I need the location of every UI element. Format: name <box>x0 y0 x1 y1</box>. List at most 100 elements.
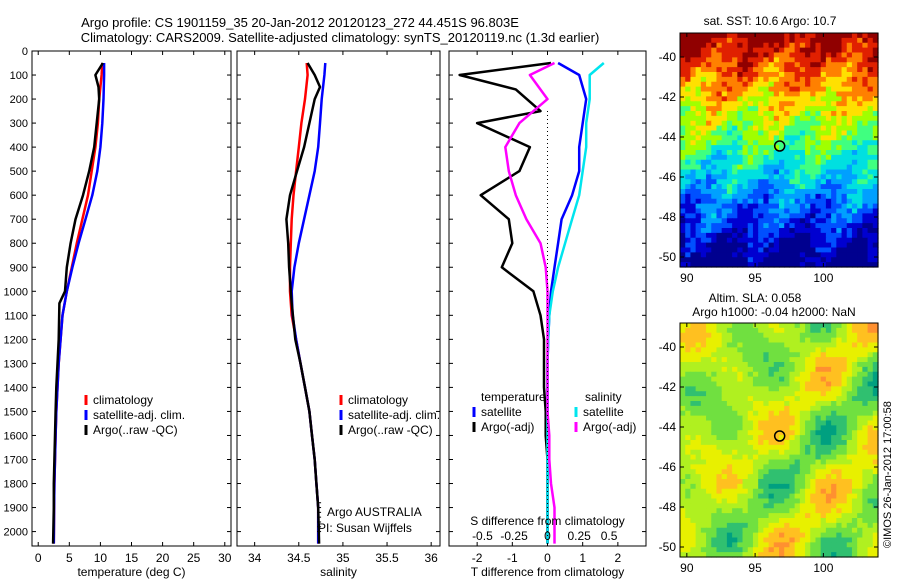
heatmap-cell <box>732 347 738 353</box>
heatmap-cell <box>758 430 764 436</box>
heatmap-cell <box>851 169 858 175</box>
heatmap-cell <box>680 425 686 431</box>
heatmap-cell <box>732 145 738 151</box>
heatmap-cell <box>836 101 843 107</box>
heatmap-cell <box>867 430 874 436</box>
heatmap-cell <box>805 488 811 495</box>
heatmap-cell <box>690 410 697 417</box>
heatmap-cell <box>831 527 837 534</box>
heatmap-cell <box>857 522 863 529</box>
heatmap-cell <box>773 184 780 190</box>
heatmap-cell <box>685 47 692 54</box>
heatmap-cell <box>716 464 723 470</box>
y-tick-label: -40 <box>659 50 677 64</box>
heatmap-cell <box>805 342 811 348</box>
heatmap-cell <box>768 347 775 353</box>
heatmap-cell <box>747 376 754 383</box>
heatmap-cell <box>690 203 697 210</box>
heatmap-cell <box>799 115 806 122</box>
heatmap-cell <box>706 513 712 519</box>
heatmap-cell <box>836 503 843 509</box>
heatmap-cell <box>820 37 827 44</box>
heatmap-cell <box>825 371 832 378</box>
heatmap-cell <box>695 366 702 373</box>
heatmap-cell <box>747 125 754 132</box>
heatmap-cell <box>799 337 806 344</box>
heatmap-cell <box>779 37 785 44</box>
heatmap-cell <box>752 357 759 363</box>
heatmap-cell <box>721 174 728 180</box>
heatmap-cell <box>857 145 863 151</box>
heatmap-cell <box>779 232 785 239</box>
heatmap-cell <box>685 198 692 205</box>
heatmap-cell <box>680 232 686 239</box>
heatmap-cell <box>857 120 863 127</box>
heatmap-cell <box>805 376 811 383</box>
heatmap-cell <box>700 237 707 244</box>
heatmap-cell <box>862 522 869 529</box>
heatmap-cell <box>711 342 718 348</box>
heatmap-cell <box>836 552 843 558</box>
heatmap-cell <box>747 91 754 97</box>
heatmap-cell <box>851 522 858 529</box>
heatmap-cell <box>758 198 764 205</box>
heatmap-cell <box>872 366 879 373</box>
heatmap-cell <box>867 247 874 253</box>
heatmap-cell <box>680 111 686 117</box>
heatmap-cell <box>779 120 785 127</box>
heatmap-cell <box>862 537 869 543</box>
heatmap-cell <box>841 522 848 529</box>
heatmap-cell <box>779 72 785 78</box>
heatmap-cell <box>779 454 785 461</box>
heatmap-cell <box>825 459 832 465</box>
heatmap-cell <box>836 488 843 495</box>
heatmap-cell <box>857 179 863 185</box>
heatmap-cell <box>846 522 853 529</box>
heatmap-cell <box>726 193 733 200</box>
heatmap-cell <box>857 252 863 258</box>
heatmap-cell <box>716 454 723 461</box>
heatmap-cell <box>700 464 707 470</box>
heatmap-cell <box>768 444 775 451</box>
heatmap-cell <box>763 47 770 54</box>
heatmap-cell <box>794 189 801 195</box>
heatmap-cell <box>706 537 712 543</box>
heatmap-cell <box>862 130 869 136</box>
heatmap-cell <box>742 464 749 470</box>
heatmap-cell <box>758 208 764 214</box>
heatmap-cell <box>768 57 775 63</box>
heatmap-cell <box>752 440 759 446</box>
heatmap-cell <box>784 391 791 397</box>
heatmap-cell <box>752 67 759 73</box>
heatmap-cell <box>758 420 764 426</box>
heatmap-cell <box>810 72 817 78</box>
heatmap-cell <box>752 76 759 83</box>
heatmap-cell <box>784 352 791 358</box>
heatmap-cell <box>680 444 686 451</box>
heatmap-cell <box>732 52 738 58</box>
heatmap-cell <box>700 198 707 205</box>
x-tick-label: 35 <box>336 551 350 565</box>
heatmap-cell <box>716 498 723 504</box>
heatmap-cell <box>695 164 702 171</box>
heatmap-cell <box>726 159 733 166</box>
heatmap-cell <box>773 552 780 558</box>
heatmap-cell <box>695 184 702 190</box>
heatmap-cell <box>700 208 707 214</box>
heatmap-cell <box>685 371 692 378</box>
heatmap-cell <box>851 252 858 258</box>
heatmap-cell <box>784 169 791 175</box>
heatmap-cell <box>752 342 759 348</box>
heatmap-cell <box>825 440 832 446</box>
y-tick-label: 1600 <box>4 430 28 442</box>
heatmap-cell <box>685 52 692 58</box>
heatmap-cell <box>695 444 702 451</box>
heatmap-cell <box>789 425 796 431</box>
heatmap-cell <box>695 337 702 344</box>
heatmap-cell <box>799 86 806 93</box>
heatmap-cell <box>862 366 869 373</box>
heatmap-cell <box>706 396 712 402</box>
heatmap-cell <box>685 444 692 451</box>
heatmap-cell <box>846 159 853 166</box>
heatmap-cell <box>726 213 733 219</box>
